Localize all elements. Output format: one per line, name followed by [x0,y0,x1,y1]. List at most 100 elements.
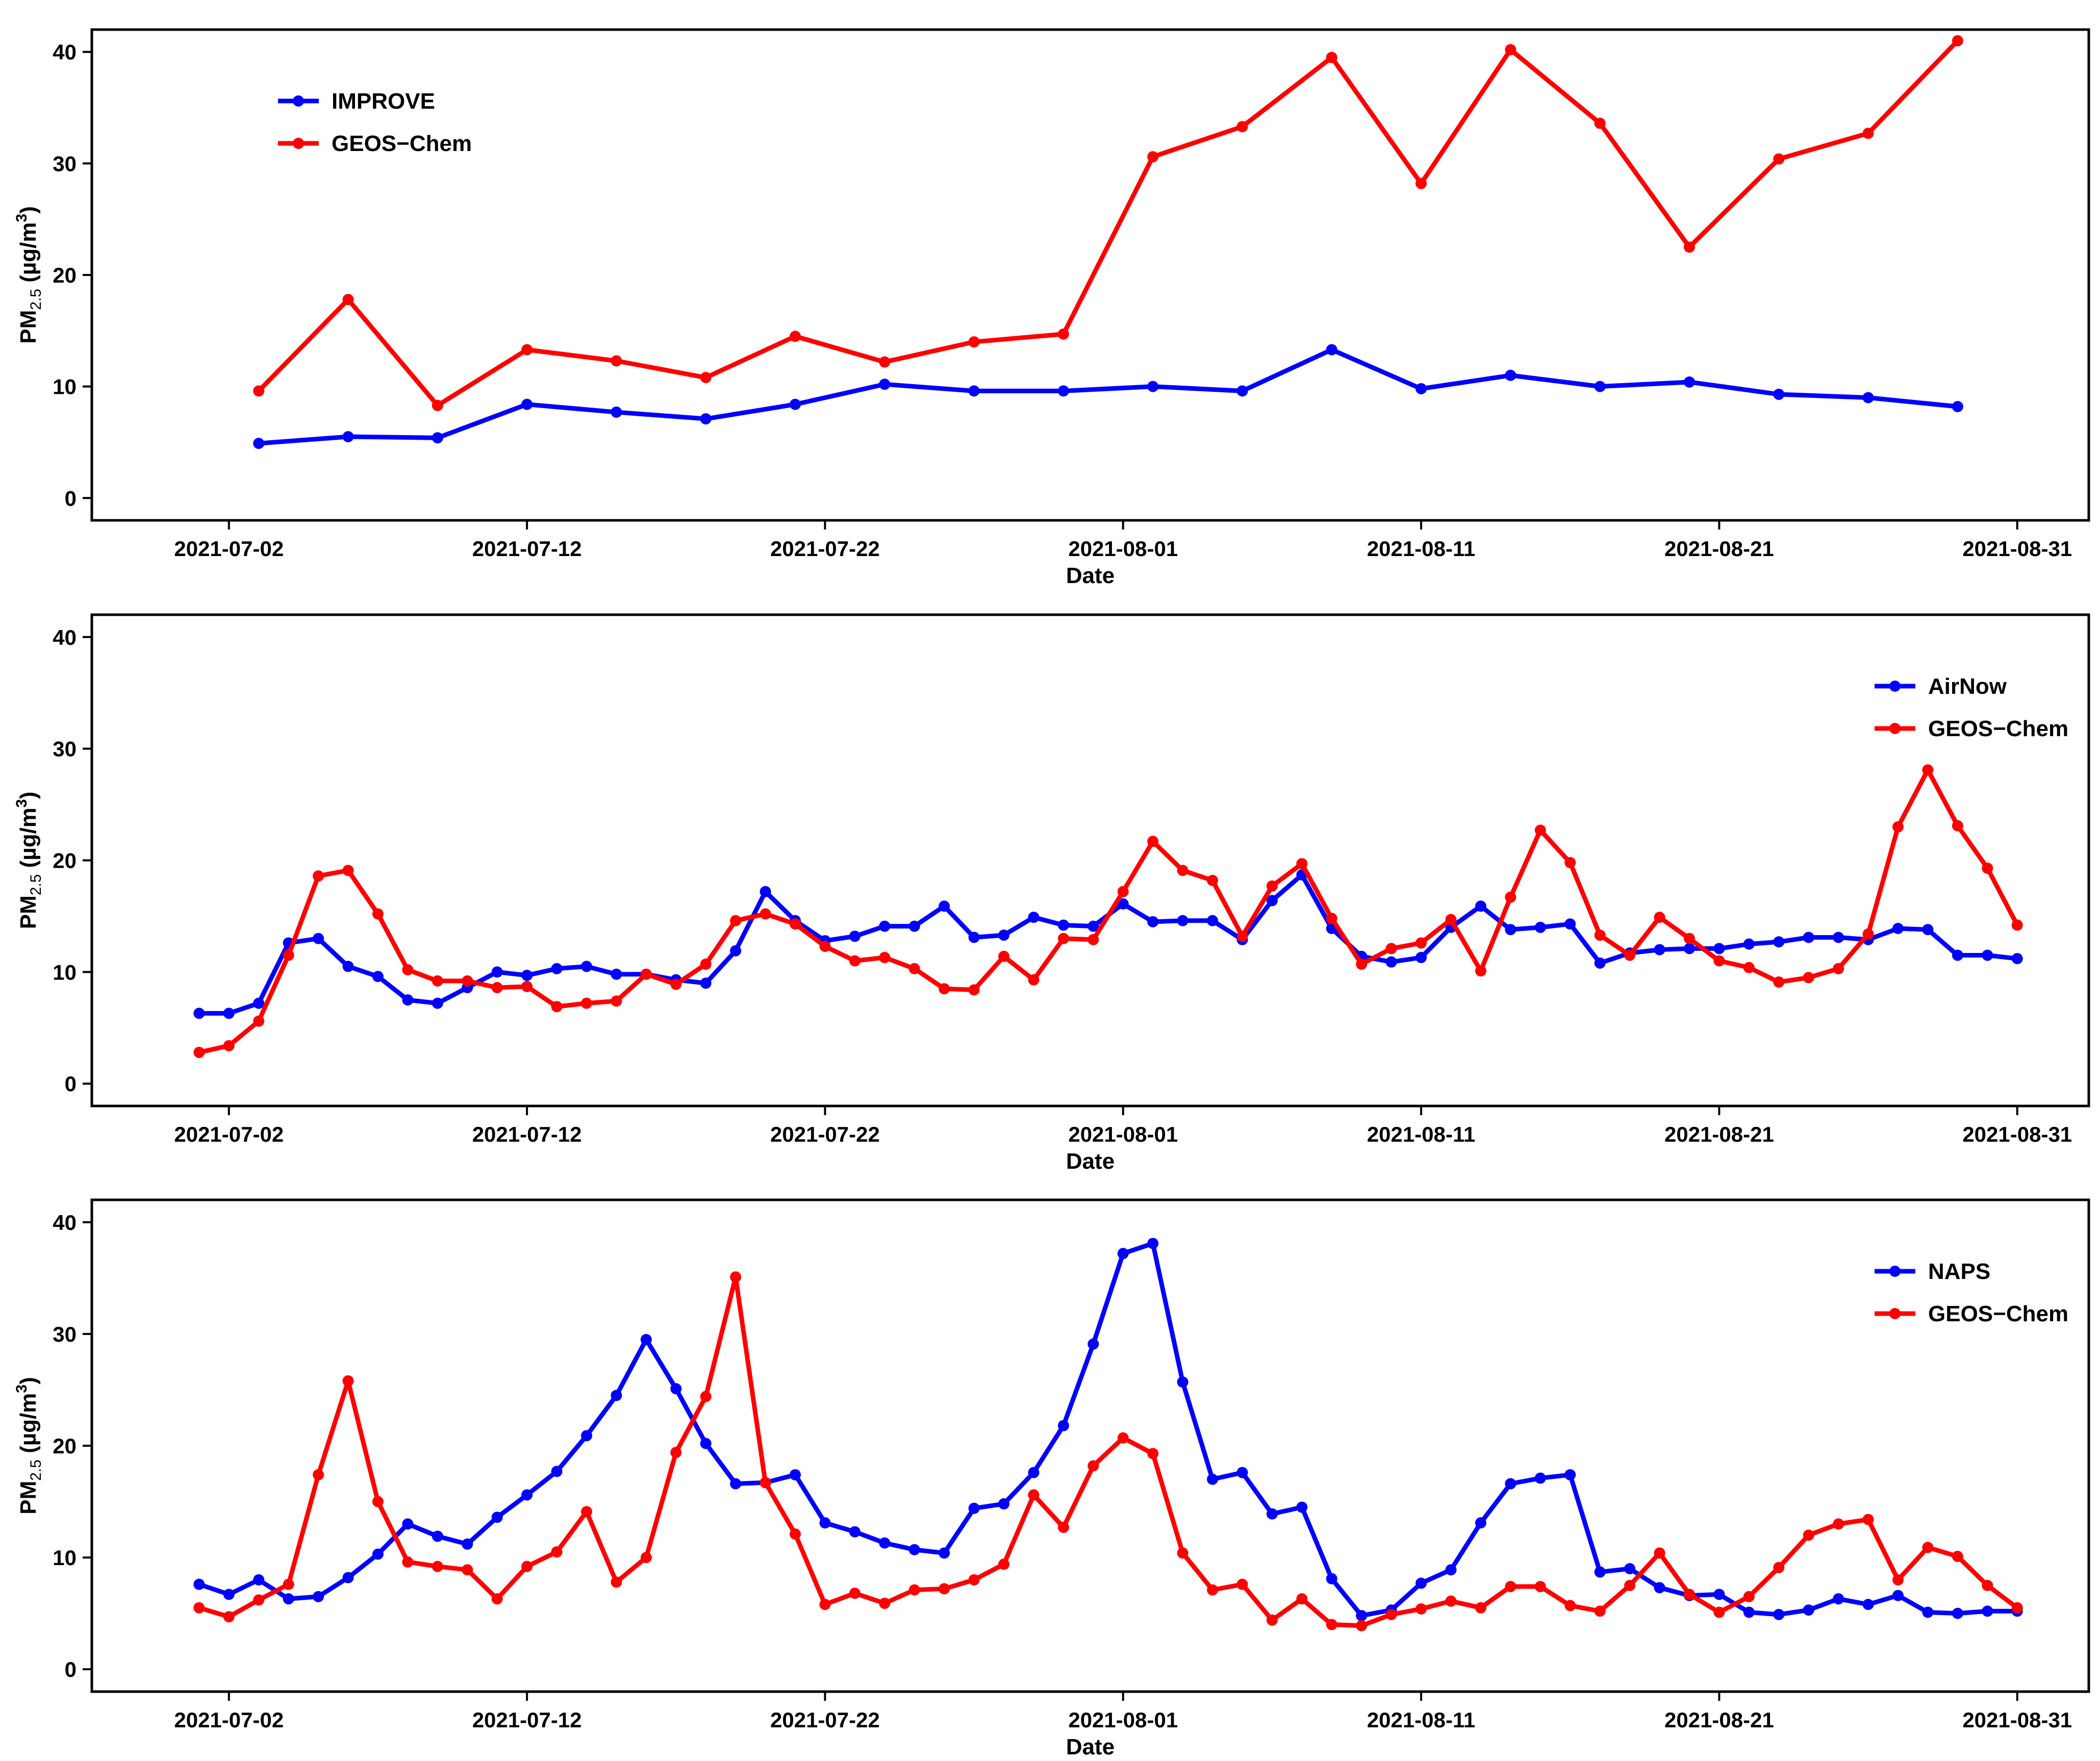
data-point [1326,1619,1337,1630]
data-point [1087,920,1099,932]
data-point [1415,178,1427,189]
legend-swatch-marker [1889,681,1901,692]
x-tick-label: 2021-07-02 [174,537,284,561]
y-axis-label-unit-sup: 3 [13,799,30,808]
data-point [1624,1579,1636,1591]
data-point [1266,895,1278,907]
data-point [1922,1606,1934,1618]
data-point [939,983,950,995]
x-tick-label: 2021-08-31 [1962,1122,2072,1146]
data-point [1684,1589,1695,1600]
data-point [1415,1577,1427,1589]
data-point [640,1552,652,1564]
data-point [730,945,742,957]
data-point [1296,1593,1308,1605]
data-point [1415,1603,1427,1615]
data-point [1773,153,1785,165]
data-point [1743,1591,1755,1602]
data-point [1087,1460,1099,1472]
data-point [1862,392,1874,404]
data-point [432,997,443,1009]
data-point [1445,1564,1457,1576]
data-point [1236,385,1248,397]
legend-label: NAPS [1928,1259,1990,1284]
x-tick-label: 2021-08-11 [1367,1708,1476,1732]
data-point [1057,1521,1069,1533]
data-point [1862,128,1874,139]
data-point [998,1558,1010,1570]
data-point [670,1447,682,1458]
data-point [313,933,324,944]
data-point [580,1430,592,1442]
series-line [196,1274,2020,1628]
data-point [1356,1620,1368,1631]
data-point [1326,52,1337,63]
data-point [1326,344,1337,356]
legend-swatch-marker [1889,723,1901,734]
data-point [700,1438,712,1449]
data-point [462,1564,473,1576]
data-point [1773,1608,1785,1620]
data-point [998,950,1010,962]
y-axis-label-unit-pre: (µg/m [16,222,41,289]
data-point [1952,1550,1963,1562]
legend: NAPS GEOS−Chem [1875,1259,2068,1326]
data-point [1207,1473,1219,1485]
data-point [580,997,592,1009]
data-point [1057,933,1069,944]
series-airnow [193,869,2023,1019]
data-point [790,331,801,342]
data-point [611,355,622,367]
data-point [521,980,533,992]
data-point [968,932,980,943]
data-point [551,1001,563,1013]
data-point [611,968,622,980]
data-point [313,1469,324,1480]
data-point [342,1375,354,1387]
data-point [1296,858,1308,870]
data-point [193,1046,205,1058]
data-point [1564,857,1576,868]
data-point [223,1040,235,1051]
legend-label: IMPROVE [332,89,435,114]
data-point [700,959,712,970]
data-point [1713,943,1725,954]
data-point [1892,923,1904,935]
x-tick-label: 2021-08-21 [1664,537,1774,561]
data-point [402,1556,414,1568]
data-point [908,1584,920,1596]
data-point [819,1599,831,1611]
data-point [1743,938,1755,950]
chart-panel-1: 0 10 20 30 40 2021-07-02 2021-07-12 2021-07-22 2… [13,28,2090,588]
data-point [1236,1578,1248,1590]
data-point [968,336,980,348]
data-point [1833,963,1844,974]
data-point [1952,1607,1963,1619]
data-point [253,385,265,397]
series-geos-chem [253,35,1963,411]
data-point [939,1547,950,1559]
data-point [283,1593,294,1605]
y-axis-label: PM2.5 (µg/m3) [13,792,44,929]
data-point [1624,1563,1636,1574]
data-point [730,1271,742,1283]
x-tick-label: 2021-07-12 [472,537,582,561]
data-point [760,908,771,920]
data-point [1445,914,1457,925]
data-point [432,432,443,444]
data-point [640,1334,652,1345]
data-point [223,1611,235,1623]
data-point [1117,1248,1129,1260]
data-point [1356,1610,1368,1622]
legend-label: GEOS−Chem [1928,1301,2068,1326]
data-point [908,920,920,932]
data-point [223,1589,235,1600]
legend: AirNow GEOS−Chem [1875,674,2068,741]
y-axis-label-unit-post: ) [16,1377,41,1385]
x-tick-label: 2021-08-01 [1068,537,1178,561]
data-point [1505,369,1516,381]
legend-swatch-marker [1889,1266,1901,1277]
data-point [879,356,891,368]
data-point [1594,929,1606,941]
